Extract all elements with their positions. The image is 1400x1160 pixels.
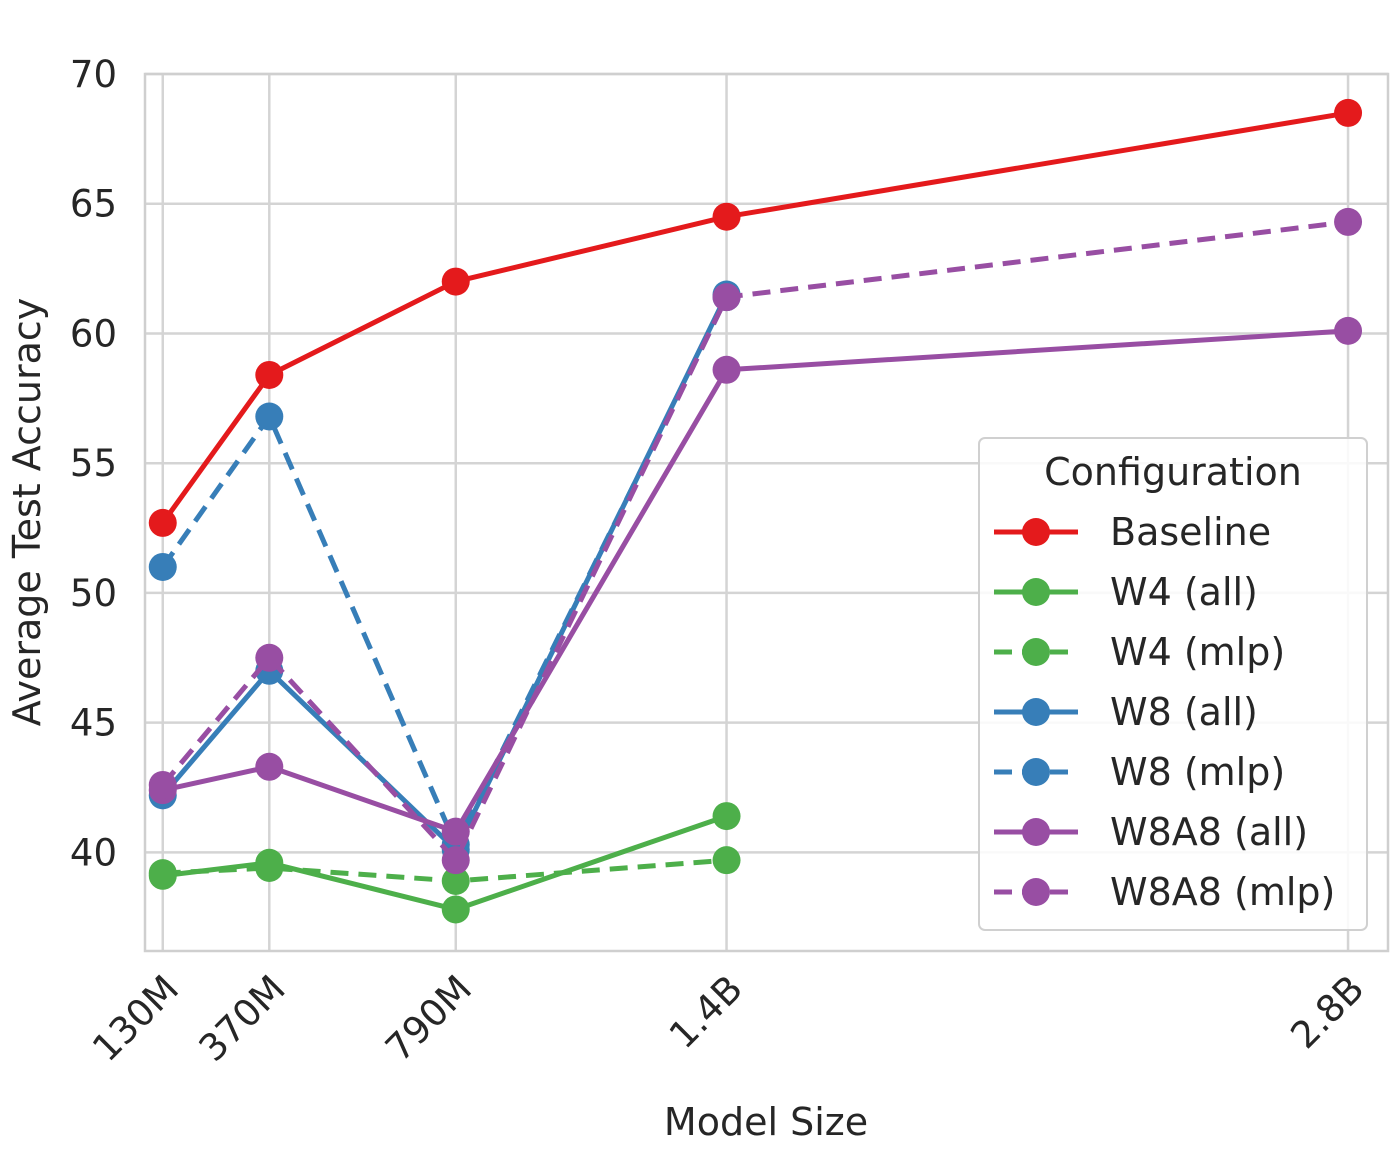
data-point <box>148 859 177 888</box>
legend-label: W4 (all) <box>1110 570 1258 614</box>
legend-item: Baseline <box>994 510 1271 554</box>
legend-item: W4 (mlp) <box>994 630 1285 674</box>
legend-marker <box>1022 638 1050 666</box>
data-point <box>255 360 284 389</box>
y-tick-label: 70 <box>70 53 117 96</box>
y-tick-label: 40 <box>70 831 117 874</box>
legend-item: W8A8 (mlp) <box>994 870 1335 914</box>
data-point <box>1334 98 1363 127</box>
series-line <box>162 813 728 912</box>
legend-marker <box>1022 698 1050 726</box>
data-point <box>255 853 284 882</box>
data-point <box>441 267 470 296</box>
series-line <box>162 857 727 884</box>
legend-label: W8 (all) <box>1110 690 1258 734</box>
data-point <box>712 283 741 312</box>
data-point <box>255 643 284 672</box>
legend-item: W4 (all) <box>994 570 1258 614</box>
y-tick-label: 45 <box>70 702 117 745</box>
legend: Configuration Baseline W4 (all) W4 (mlp) W8… <box>978 437 1368 931</box>
y-axis-label: Average Test Accuracy <box>5 298 49 727</box>
plot-frame <box>143 72 1390 953</box>
data-point <box>148 508 177 537</box>
data-point <box>441 817 470 846</box>
data-point <box>1334 207 1363 236</box>
data-point <box>255 752 284 781</box>
data-point <box>1334 316 1363 345</box>
legend-label: W8A8 (all) <box>1110 810 1308 854</box>
data-point <box>712 846 741 875</box>
y-tick-label: 50 <box>70 572 117 615</box>
legend-marker <box>1022 818 1050 846</box>
x-tick-label: 2.8B <box>1282 967 1372 1057</box>
series-w8a8-all <box>148 316 1363 846</box>
series-w8-all <box>148 280 741 864</box>
legend-title: Configuration <box>1044 450 1302 494</box>
x-tick-label: 130M <box>84 967 187 1070</box>
data-point <box>712 355 741 384</box>
series-w4-mlp <box>148 846 741 895</box>
series-line <box>160 219 1349 863</box>
series-w8a8-mlp <box>148 207 1363 875</box>
legend-label: W4 (mlp) <box>1110 630 1285 674</box>
x-axis-label: Model Size <box>664 1100 868 1144</box>
legend-item: W8 (all) <box>994 690 1258 734</box>
x-tick-labels: 130M 370M 790M 1.4B 2.8B <box>84 967 1372 1070</box>
data-point <box>712 202 741 231</box>
legend-label: Baseline <box>1110 510 1271 554</box>
legend-item: W8 (mlp) <box>994 750 1285 794</box>
data-point <box>148 770 177 799</box>
data-point <box>255 402 284 431</box>
legend-marker <box>1022 878 1050 906</box>
series-layer <box>148 98 1363 924</box>
legend-item: W8A8 (all) <box>994 810 1308 854</box>
y-tick-labels: 40 45 50 55 60 65 70 <box>70 53 117 874</box>
legend-label: W8 (mlp) <box>1110 750 1285 794</box>
x-tick-label: 1.4B <box>661 967 751 1057</box>
data-point <box>441 895 470 924</box>
series-line <box>160 296 729 848</box>
x-tick-label: 370M <box>191 967 294 1070</box>
y-tick-label: 60 <box>70 312 117 355</box>
data-point <box>441 846 470 875</box>
legend-label: W8A8 (mlp) <box>1110 870 1335 914</box>
y-tick-label: 65 <box>70 183 117 226</box>
legend-marker <box>1022 758 1050 786</box>
series-baseline <box>148 98 1363 537</box>
data-point <box>441 866 470 895</box>
legend-marker <box>1022 578 1050 606</box>
data-point <box>712 802 741 831</box>
legend-marker <box>1022 518 1050 546</box>
legend-box <box>978 437 1368 931</box>
y-tick-label: 55 <box>70 442 117 485</box>
x-tick-label: 790M <box>377 967 480 1070</box>
series-line <box>160 293 729 853</box>
data-point <box>148 552 177 581</box>
